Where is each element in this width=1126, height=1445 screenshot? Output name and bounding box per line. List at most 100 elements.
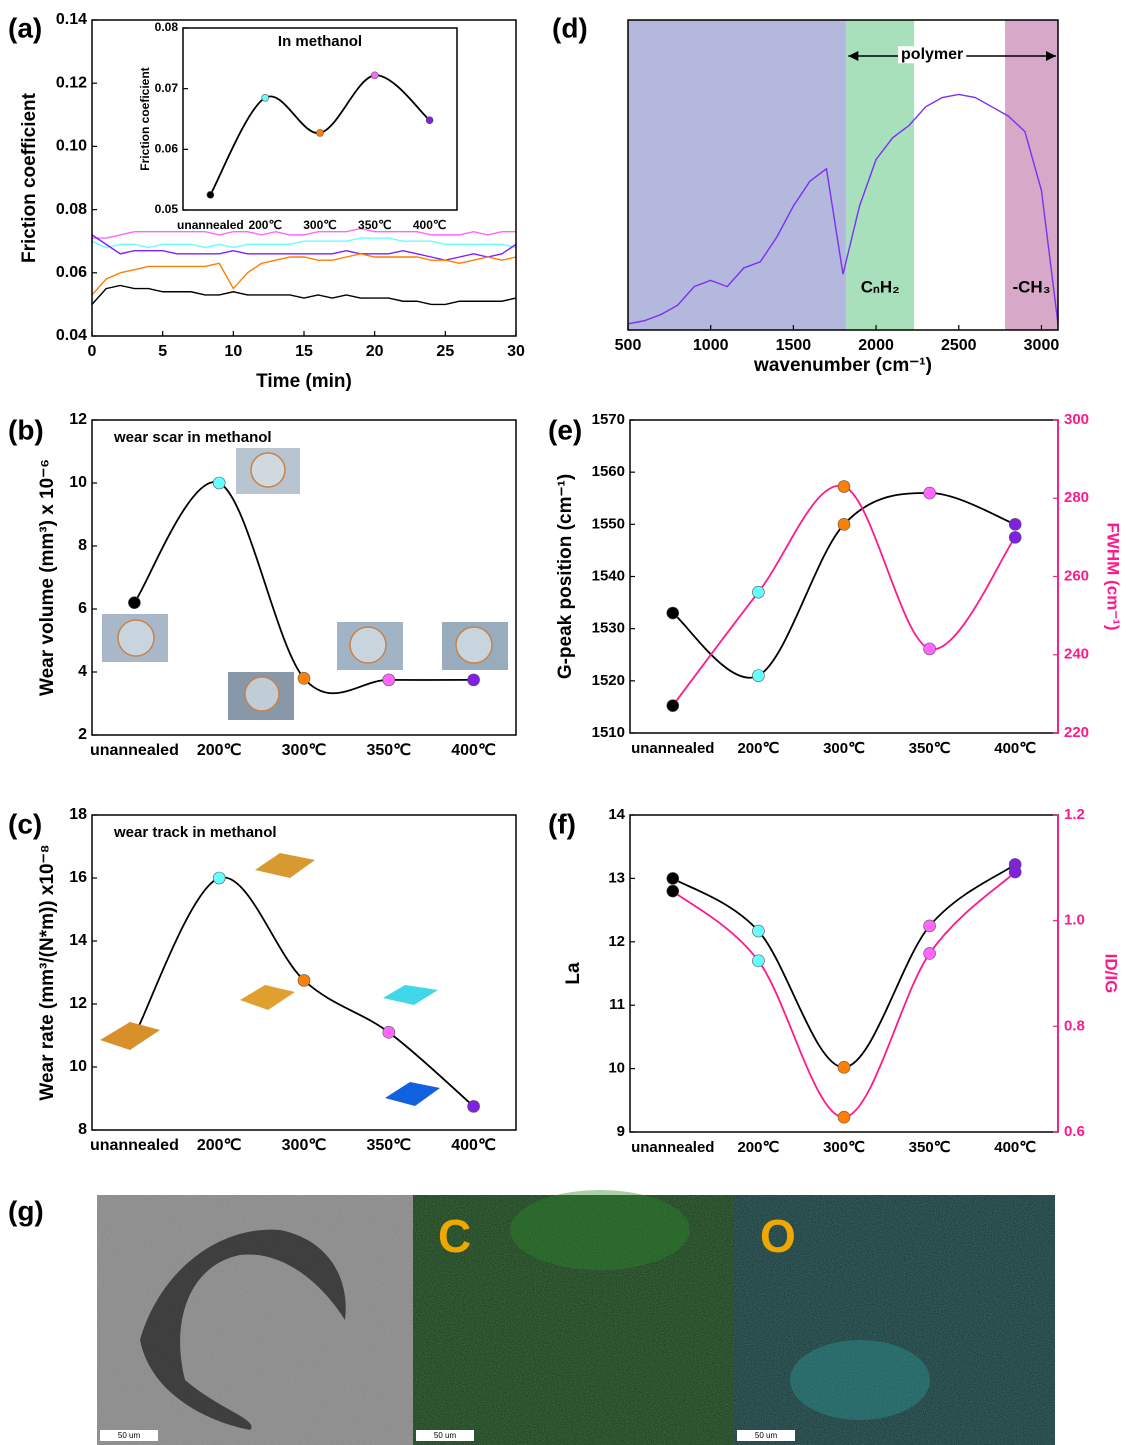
annotation: wear track in methanol bbox=[113, 824, 277, 841]
y-tick-label: 1520 bbox=[592, 672, 625, 689]
x-tick-label: 300℃ bbox=[823, 740, 865, 757]
data-point bbox=[752, 924, 765, 938]
y2-tick-label: 220 bbox=[1064, 724, 1089, 741]
x-tick-label: 1000 bbox=[693, 337, 729, 354]
data-point bbox=[297, 671, 311, 685]
y-tick-label: 14 bbox=[608, 806, 625, 823]
y-tick-label: 10 bbox=[69, 474, 87, 491]
data-point bbox=[923, 947, 936, 960]
x-tick-label: 25 bbox=[436, 343, 454, 360]
y-tick-label: 13 bbox=[608, 869, 625, 886]
x-tick-label: unannealed bbox=[177, 218, 244, 232]
data-point bbox=[837, 1061, 851, 1074]
y-axis-label: Friction coefficient bbox=[19, 92, 40, 263]
data-point bbox=[666, 606, 680, 620]
y2-tick-label: 260 bbox=[1064, 567, 1089, 584]
wear-images bbox=[100, 448, 508, 1106]
x-tick-label: 2500 bbox=[941, 337, 977, 354]
y-tick-label: 1510 bbox=[592, 724, 625, 741]
x-axis-label: Time (min) bbox=[256, 371, 352, 392]
annotation: polymer bbox=[901, 46, 963, 63]
y-tick-label: 1530 bbox=[592, 620, 625, 637]
data-point bbox=[752, 669, 765, 682]
y-axis-label: La bbox=[563, 962, 584, 985]
y-tick-label: 10 bbox=[69, 1058, 87, 1075]
series-line bbox=[91, 237, 517, 249]
y-tick-label: 12 bbox=[69, 411, 87, 428]
o-map-image: O 50 um bbox=[734, 1195, 1055, 1445]
x-tick-label: 10 bbox=[224, 343, 242, 360]
sem-image: 50 um bbox=[97, 1195, 413, 1445]
y2-tick-label: 1.2 bbox=[1064, 806, 1085, 823]
x-tick-label: 200℃ bbox=[248, 218, 282, 232]
wear-track-image bbox=[240, 985, 295, 1010]
data-point bbox=[382, 1026, 396, 1039]
region bbox=[628, 20, 847, 330]
data-point bbox=[1008, 518, 1022, 531]
x-tick-label: 300℃ bbox=[282, 1137, 327, 1154]
x-tick-label: 0 bbox=[88, 343, 97, 360]
x-tick-label: 350℃ bbox=[909, 740, 951, 757]
y-tick-label: 0.06 bbox=[155, 142, 179, 156]
data-point bbox=[425, 116, 434, 125]
x-tick-label: 350℃ bbox=[909, 1139, 951, 1156]
panel: 9 10 11 12 13 14 0.6 0.8 1.0 1.2 unannealed 200℃ 300… bbox=[548, 806, 1121, 1156]
arrow-head bbox=[848, 51, 859, 61]
y-tick-label: 12 bbox=[608, 933, 625, 950]
data-point bbox=[666, 872, 680, 885]
plot-frame bbox=[91, 419, 517, 736]
plot-frame bbox=[91, 814, 517, 1131]
data-point bbox=[370, 71, 379, 80]
data-point bbox=[261, 93, 270, 102]
x-tick-label: 200℃ bbox=[737, 1139, 779, 1156]
x-tick-label: 200℃ bbox=[197, 742, 242, 759]
x-tick-label: 2000 bbox=[858, 337, 894, 354]
y-tick-label: 16 bbox=[69, 869, 87, 886]
y-tick-label: 8 bbox=[78, 1121, 87, 1138]
x-tick-label: 30 bbox=[507, 343, 525, 360]
series-line bbox=[91, 284, 517, 306]
c-map-image: C 50 um bbox=[413, 1190, 734, 1445]
x-tick-label: unannealed bbox=[90, 1137, 179, 1154]
y-tick-label: 6 bbox=[78, 600, 87, 617]
element-label: C bbox=[438, 1210, 471, 1262]
data-point bbox=[382, 673, 396, 687]
data-point bbox=[467, 673, 480, 687]
x-tick-label: 5 bbox=[158, 343, 167, 360]
x-tick-label: 200℃ bbox=[737, 740, 779, 757]
x-tick-label: 400℃ bbox=[451, 742, 496, 759]
y-tick-label: 0.12 bbox=[56, 74, 87, 91]
y-tick-label: 11 bbox=[609, 996, 625, 1013]
x-tick-label: 350℃ bbox=[366, 1137, 411, 1154]
wear-scar-image bbox=[236, 448, 300, 494]
wear-scar-image bbox=[102, 614, 168, 662]
x-tick-label: 350℃ bbox=[358, 218, 392, 232]
data-point bbox=[128, 596, 141, 610]
annotation-background bbox=[898, 46, 967, 64]
wear-track-image bbox=[383, 985, 438, 1005]
panel: wear track in methanol 8 10 12 14 16 18 unannea… bbox=[8, 806, 517, 1154]
y-tick-label: 14 bbox=[69, 932, 87, 949]
x-tick-label: 200℃ bbox=[197, 1137, 242, 1154]
element-label: O bbox=[760, 1210, 796, 1262]
y2-tick-label: 280 bbox=[1064, 489, 1089, 506]
y-tick-label: 0.04 bbox=[56, 327, 87, 344]
series-line bbox=[92, 227, 516, 239]
y-tick-label: 1570 bbox=[592, 411, 625, 428]
y-tick-label: 1540 bbox=[592, 567, 625, 584]
series-line bbox=[133, 876, 475, 1108]
panel: 1510 1520 1530 1540 1550 1560 1570 220 240 260 280… bbox=[548, 411, 1123, 757]
y-tick-label: 1550 bbox=[592, 515, 625, 532]
x-tick-label: 1500 bbox=[776, 337, 812, 354]
x-tick-label: 20 bbox=[366, 343, 384, 360]
y2-tick-label: 0.6 bbox=[1064, 1123, 1085, 1140]
plot-frame bbox=[182, 27, 458, 211]
data-point bbox=[666, 884, 680, 898]
region-label: CₙH₂ bbox=[861, 277, 900, 296]
region bbox=[846, 20, 915, 330]
y-axis-label: Wear volume (mm³) x 10⁻⁶ bbox=[37, 459, 58, 696]
wear-scar-image bbox=[442, 622, 508, 670]
annotation: wear scar in methanol bbox=[113, 429, 272, 446]
series-line bbox=[672, 863, 1016, 1069]
y2-axis-label: FWHM (cm⁻¹) bbox=[1104, 522, 1123, 630]
